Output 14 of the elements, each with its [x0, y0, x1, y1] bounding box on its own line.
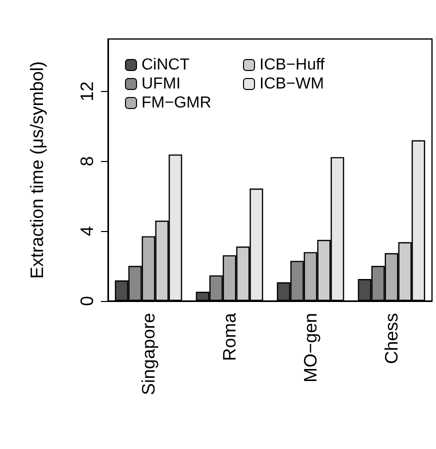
legend-label: UFMI	[142, 76, 181, 92]
legend-label: FM−GMR	[142, 94, 212, 112]
y-tick-label: 12	[77, 81, 97, 102]
x-tick-label: MO−gen	[300, 313, 320, 383]
legend-label: ICB−Huff	[260, 56, 326, 74]
y-axis-title: Extraction time (μs/symbol)	[27, 61, 47, 279]
y-tick-label: 4	[77, 226, 97, 236]
x-tick-label: Chess	[382, 313, 402, 364]
y-tick-label: 0	[77, 296, 97, 306]
x-tick-label: Singapore	[138, 313, 158, 396]
x-tick-label: Roma	[220, 312, 240, 362]
y-tick-label: 8	[77, 156, 97, 166]
legend-label: ICB−WM	[260, 76, 324, 92]
legend-label: CiNCT	[142, 56, 190, 74]
